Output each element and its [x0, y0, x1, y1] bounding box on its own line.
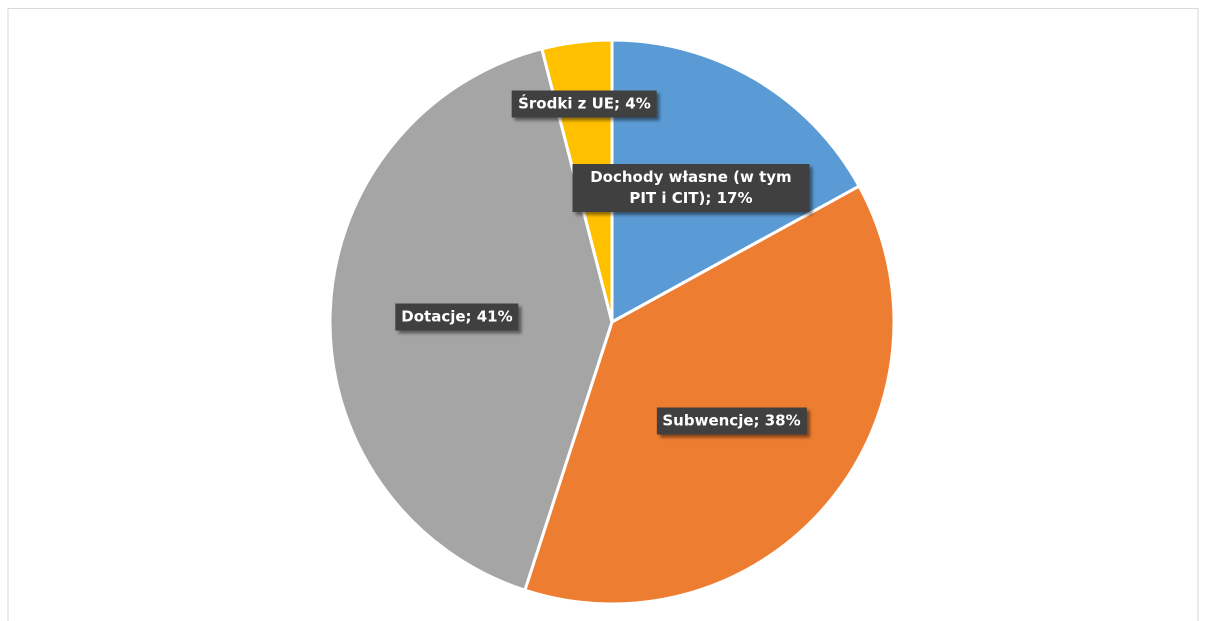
data-label: Subwencje; 38%	[656, 407, 807, 435]
pie-slice	[522, 184, 896, 606]
data-label: Środki z UE; 4%	[512, 90, 657, 118]
chart-frame	[7, 8, 1199, 621]
data-label: Dochody własne (w tym PIT i CIT); 17%	[572, 164, 810, 213]
data-label: Dotacje; 41%	[395, 303, 519, 331]
